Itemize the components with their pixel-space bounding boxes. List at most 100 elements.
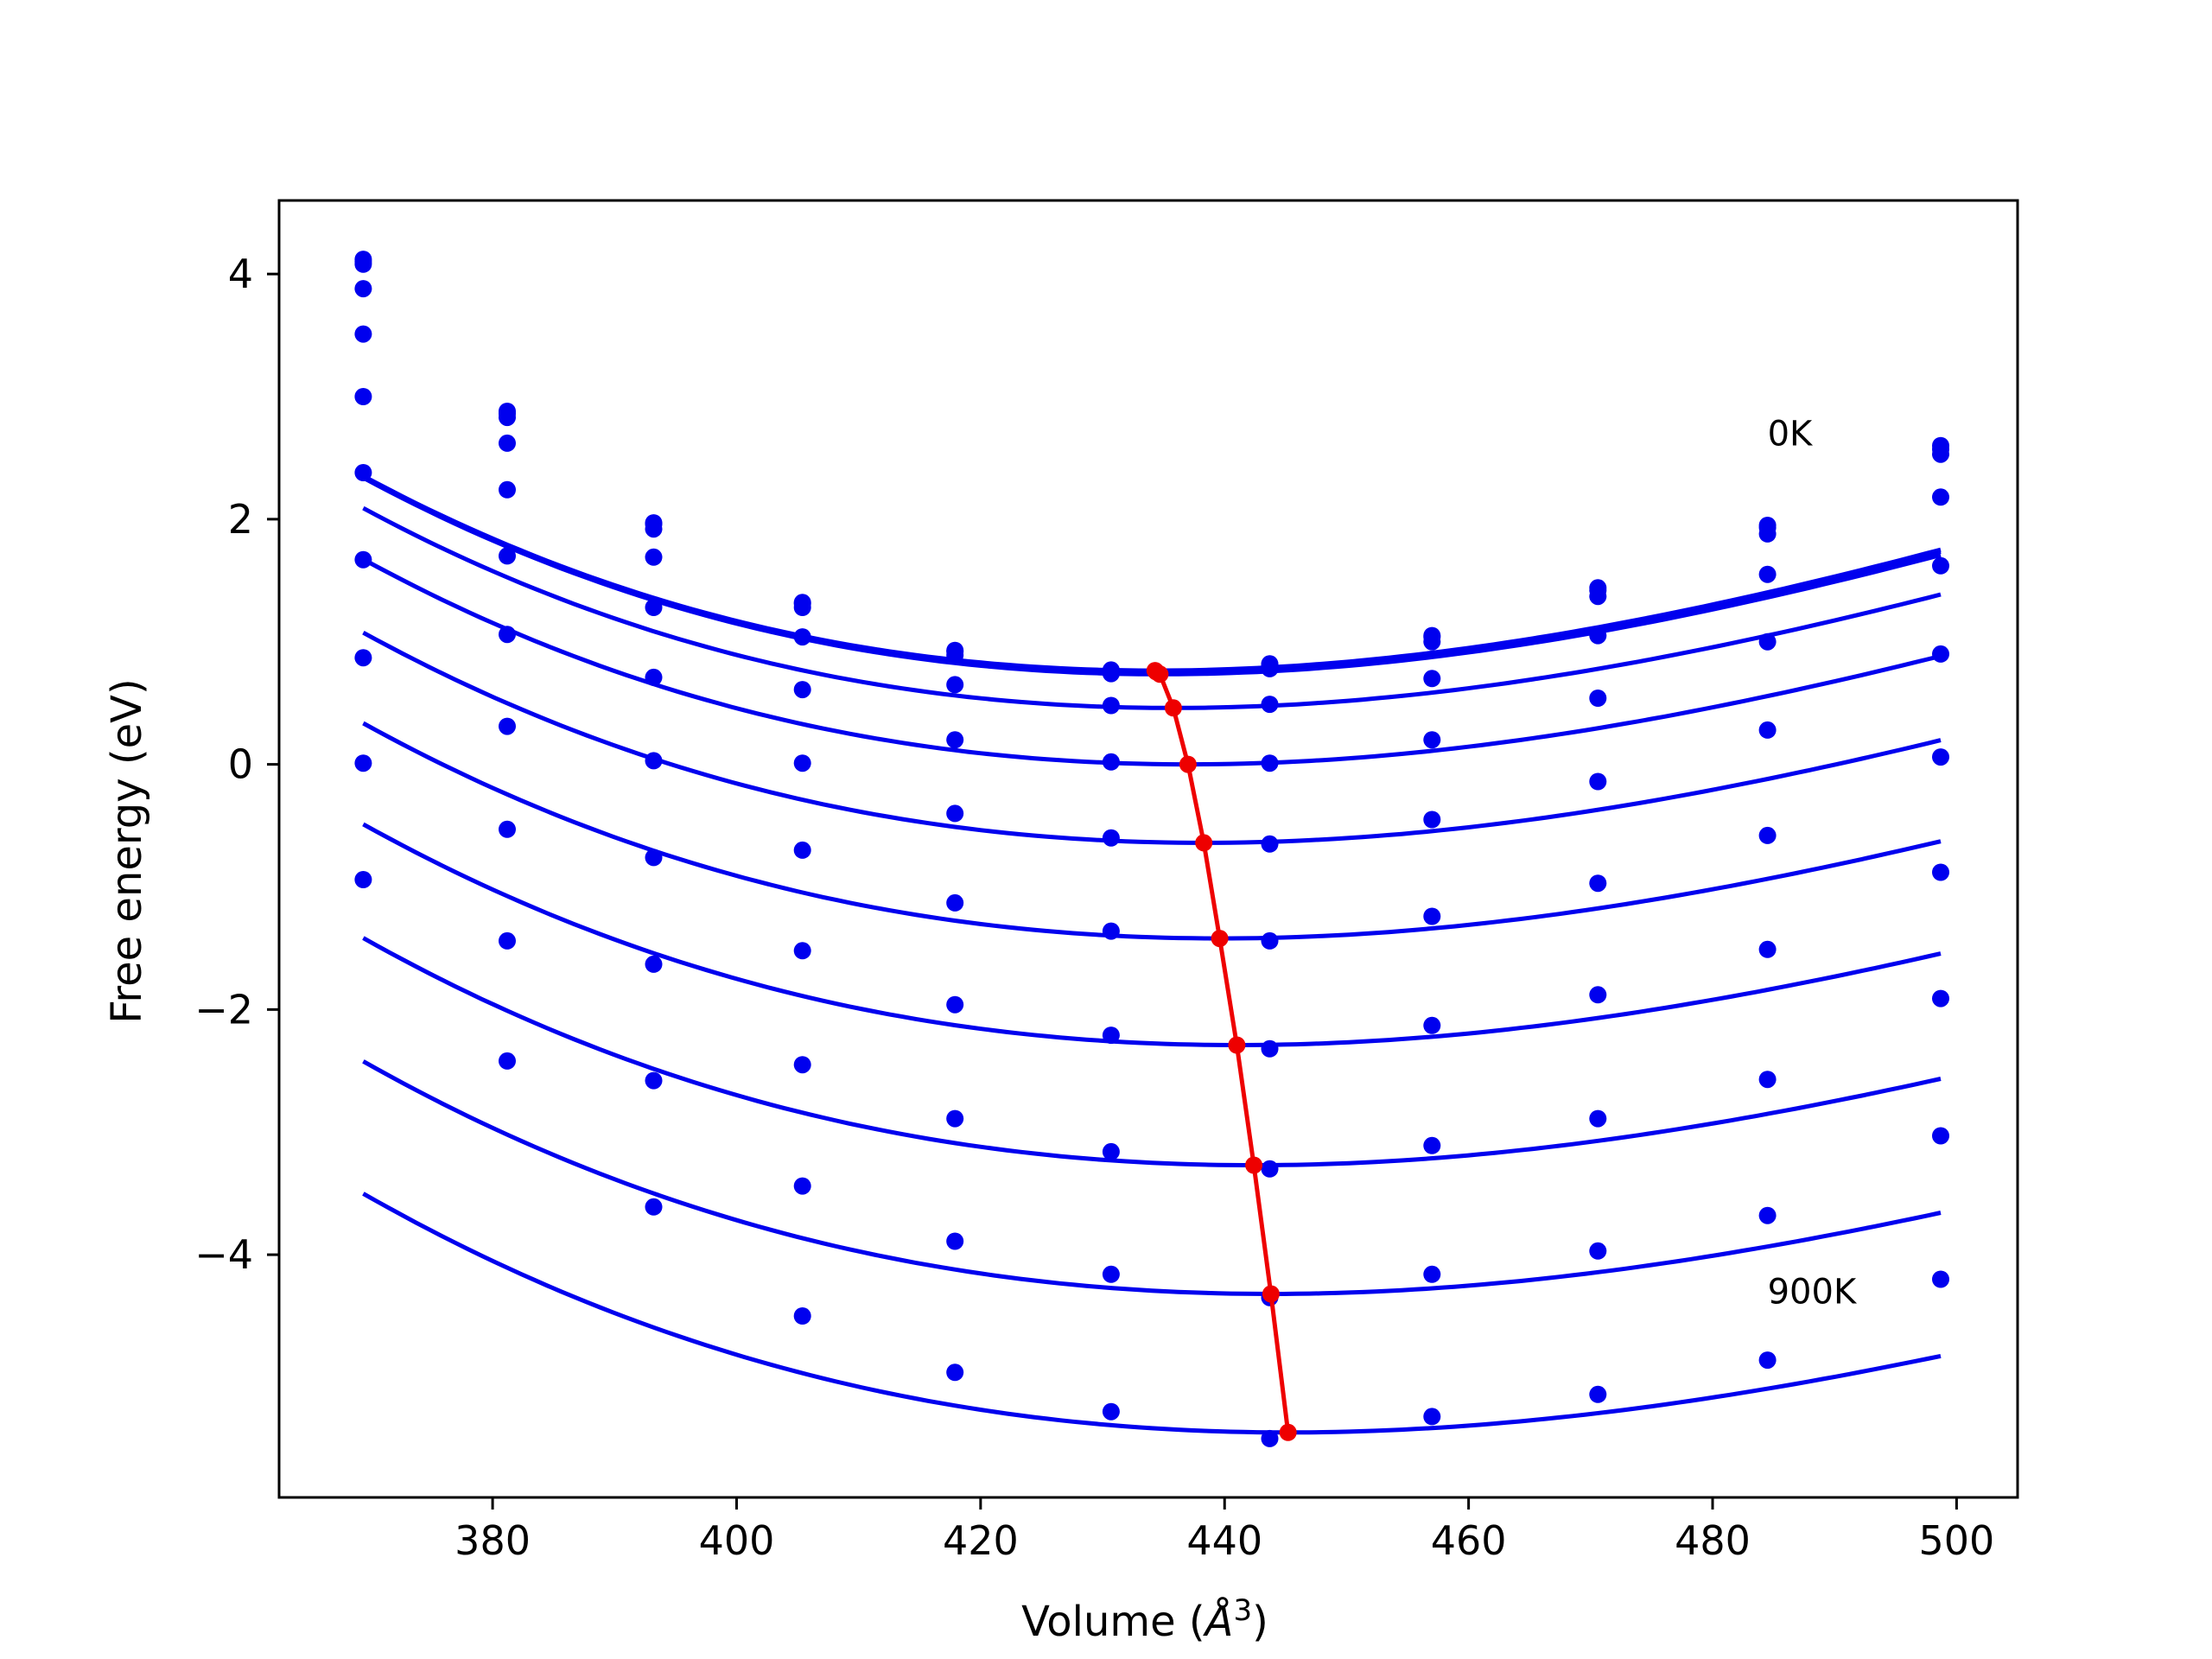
data-point	[1261, 1160, 1279, 1178]
data-point	[1261, 931, 1279, 950]
data-point	[1423, 1408, 1441, 1426]
data-point	[354, 871, 372, 888]
data-point	[1102, 829, 1120, 847]
x-tick-label: 480	[1675, 1517, 1751, 1564]
data-point	[1423, 731, 1441, 749]
x-tick-label: 440	[1186, 1517, 1262, 1564]
data-point	[1589, 588, 1607, 606]
data-point	[1589, 1242, 1607, 1260]
data-point	[1423, 907, 1441, 925]
data-point	[645, 520, 663, 538]
y-tick-label: 2	[228, 496, 253, 543]
data-point	[1102, 1027, 1120, 1045]
data-point	[1932, 645, 1949, 663]
data-point	[1102, 1142, 1120, 1160]
y-axis-label: Free energy (eV)	[103, 678, 151, 1023]
data-point	[946, 1232, 964, 1250]
fit-curve-9	[362, 1059, 1942, 1296]
data-point	[1758, 1351, 1777, 1370]
fit-curve-2	[362, 475, 1942, 677]
data-point	[1589, 1109, 1607, 1128]
data-point	[946, 646, 964, 664]
fit-curves	[362, 474, 1942, 1435]
data-point	[1423, 670, 1441, 688]
x-tick-label: 460	[1431, 1517, 1507, 1564]
fit-curve-10	[362, 1192, 1942, 1435]
data-point	[793, 841, 811, 859]
data-point	[499, 547, 516, 565]
fit-curve-6	[362, 721, 1942, 941]
data-point	[1932, 1127, 1949, 1145]
fit-curve-4	[362, 557, 1942, 767]
minimum-point	[1195, 834, 1213, 852]
fit-curve-8	[362, 936, 1942, 1167]
data-point	[1932, 445, 1949, 463]
minimum-line-group	[1146, 662, 1297, 1441]
data-point	[354, 280, 372, 298]
data-point	[793, 1177, 811, 1195]
data-point	[1102, 1265, 1120, 1283]
data-point	[946, 1109, 964, 1128]
data-point	[354, 649, 372, 667]
data-point	[1932, 1270, 1949, 1288]
data-point	[793, 1307, 811, 1325]
y-tick-label: 4	[228, 251, 253, 297]
data-point	[354, 550, 372, 569]
data-point	[645, 599, 663, 616]
y-axis-ticks: −4 −2 0 2 4	[194, 251, 279, 1278]
data-point	[1261, 1039, 1279, 1058]
x-axis-label: Volume (Å3)	[1021, 1593, 1268, 1646]
data-point	[1423, 1136, 1441, 1154]
minimum-point	[1245, 1156, 1263, 1174]
data-point	[1758, 1206, 1777, 1224]
data-point	[499, 409, 516, 427]
data-point	[1758, 721, 1777, 739]
data-point	[946, 676, 964, 694]
data-point	[946, 893, 964, 912]
x-tick-label: 420	[943, 1517, 1019, 1564]
data-point	[645, 548, 663, 566]
data-point	[793, 1056, 811, 1074]
annotation-0k: 0K	[1768, 415, 1814, 454]
data-point	[499, 434, 516, 452]
data-point	[354, 754, 372, 772]
data-point	[1423, 632, 1441, 651]
data-point	[354, 255, 372, 273]
data-point	[1102, 1402, 1120, 1421]
data-point	[645, 955, 663, 973]
data-point	[1758, 1071, 1777, 1089]
minimum-point	[1211, 930, 1229, 948]
data-point	[1758, 565, 1777, 583]
minimum-point	[1228, 1036, 1246, 1054]
data-point	[499, 626, 516, 644]
data-point	[1589, 626, 1607, 645]
data-point	[946, 804, 964, 823]
data-point	[1423, 1265, 1441, 1283]
data-point	[793, 628, 811, 646]
fit-curve-5	[362, 630, 1942, 845]
data-point	[1758, 826, 1777, 844]
x-axis-ticks: 380 400 420 440 460 480 500	[454, 1497, 1994, 1564]
data-point	[1261, 659, 1279, 677]
fit-curve-7	[362, 822, 1942, 1047]
fit-curve-1	[362, 475, 1942, 674]
data-point	[946, 731, 964, 749]
data-point	[1932, 989, 1949, 1007]
data-point	[1261, 754, 1279, 772]
x-tick-label: 400	[699, 1517, 775, 1564]
fit-curve-3	[362, 505, 1942, 710]
data-point	[1102, 922, 1120, 940]
data-point	[1102, 753, 1120, 771]
minimum-point	[1164, 699, 1182, 717]
data-point	[793, 599, 811, 616]
annotation-900k: 900K	[1768, 1273, 1858, 1313]
data-point	[499, 717, 516, 735]
plot-frame	[277, 199, 2019, 1499]
data-point	[645, 752, 663, 770]
data-point	[354, 325, 372, 343]
minimum-point	[1279, 1423, 1297, 1441]
data-point	[793, 754, 811, 772]
data-point	[1589, 874, 1607, 893]
data-point	[793, 681, 811, 699]
